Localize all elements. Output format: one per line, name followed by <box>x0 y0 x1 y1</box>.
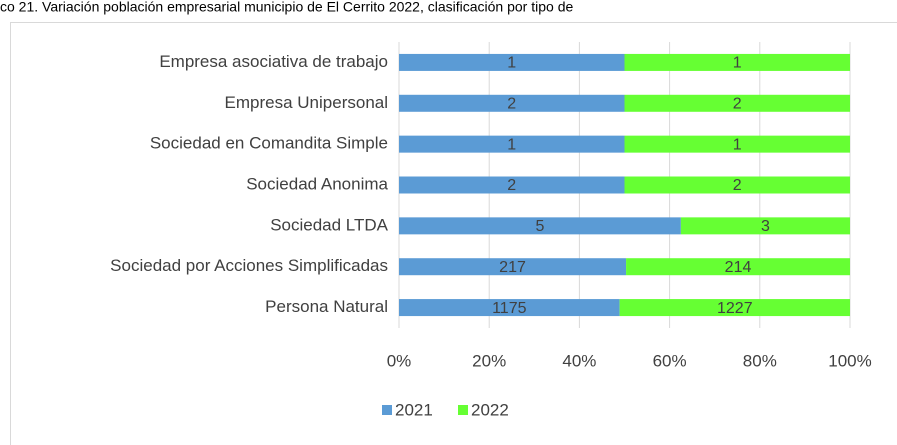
bar <box>399 94 625 112</box>
y-tick-label: Persona Natural <box>265 297 388 316</box>
bar <box>624 135 850 153</box>
legend-label: 2021 <box>395 400 433 419</box>
bar <box>399 135 625 153</box>
legend-swatch <box>382 405 392 415</box>
x-tick-label: 20% <box>472 351 506 370</box>
data-label: 2 <box>507 96 516 113</box>
data-label: 1175 <box>492 300 527 317</box>
bar <box>399 53 625 71</box>
y-tick-label: Empresa asociativa de trabajo <box>159 52 388 71</box>
legend-swatch <box>458 405 468 415</box>
data-label: 5 <box>535 218 544 235</box>
data-label: 1 <box>733 55 742 72</box>
y-tick-label: Empresa Unipersonal <box>225 93 388 112</box>
data-label: 2 <box>733 177 742 194</box>
y-tick-label: Sociedad en Comandita Simple <box>150 134 388 153</box>
data-label: 1 <box>733 136 742 153</box>
bar <box>399 176 625 194</box>
data-label: 2 <box>733 96 742 113</box>
data-label: 214 <box>725 259 752 276</box>
data-label: 3 <box>761 218 770 235</box>
y-tick-label: Sociedad Anonima <box>246 174 388 193</box>
y-tick-label: Sociedad por Acciones Simplificadas <box>110 256 388 275</box>
x-tick-label: 0% <box>387 351 412 370</box>
bar <box>399 258 627 276</box>
data-label: 1227 <box>717 300 753 317</box>
data-label: 2 <box>507 177 516 194</box>
bar <box>680 217 850 235</box>
chart-title: co 21. Variación población empresarial m… <box>0 0 573 15</box>
data-label: 1 <box>507 136 516 153</box>
data-label: 217 <box>499 259 526 276</box>
y-tick-label: Sociedad LTDA <box>270 215 388 234</box>
x-tick-label: 80% <box>743 351 777 370</box>
x-tick-label: 100% <box>828 351 871 370</box>
bar <box>399 217 681 235</box>
bar <box>624 53 850 71</box>
bar <box>619 299 850 317</box>
bar <box>399 299 620 317</box>
data-label: 1 <box>507 55 516 72</box>
x-tick-label: 40% <box>562 351 596 370</box>
x-tick-label: 60% <box>653 351 687 370</box>
bar <box>624 94 850 112</box>
bar <box>624 176 850 194</box>
legend-label: 2022 <box>471 400 509 419</box>
bar <box>626 258 850 276</box>
